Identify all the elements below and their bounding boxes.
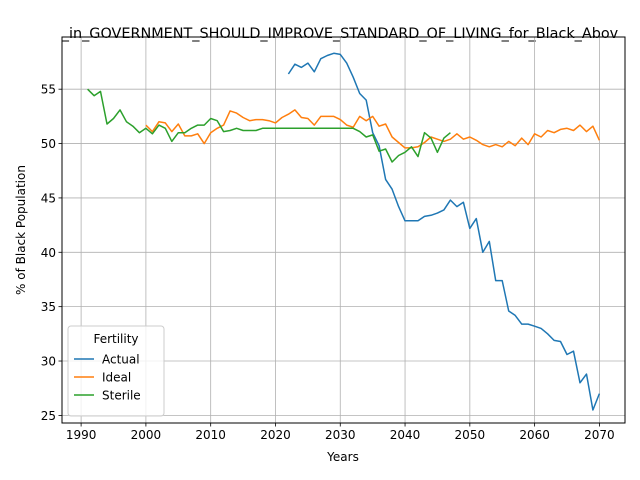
x-tick-label: 2060 bbox=[519, 428, 550, 442]
y-tick-label: 40 bbox=[41, 246, 56, 260]
x-tick-label: 2040 bbox=[390, 428, 421, 442]
legend-title: Fertility bbox=[93, 332, 138, 346]
legend-label-actual: Actual bbox=[102, 353, 140, 367]
grid-lines bbox=[62, 37, 625, 423]
series-line-ideal bbox=[145, 109, 601, 149]
x-tick-label: 2010 bbox=[195, 428, 226, 442]
x-tick-label: 2020 bbox=[260, 428, 291, 442]
legend: Fertility Actual Ideal Sterile bbox=[67, 325, 165, 417]
legend-label-ideal: Ideal bbox=[102, 371, 131, 385]
x-axis-label: Years bbox=[326, 450, 359, 464]
y-tick-label: 30 bbox=[41, 355, 56, 369]
y-axis-label: % of Black Population bbox=[14, 165, 28, 295]
y-tick-label: 55 bbox=[41, 83, 56, 97]
plot-frame bbox=[61, 36, 626, 424]
x-tick-label: 2050 bbox=[455, 428, 486, 442]
chart-title: _in_GOVERNMENT_SHOULD_IMPROVE_STANDARD_O… bbox=[61, 26, 619, 42]
legend-entries: Actual Ideal Sterile bbox=[74, 353, 141, 403]
plot-series bbox=[87, 52, 601, 411]
x-axis-ticks: 1990 2000 2010 2020 2030 2040 2050 2060 2070 bbox=[66, 423, 615, 442]
y-tick-label: 35 bbox=[41, 300, 56, 314]
legend-box bbox=[67, 325, 165, 417]
x-tick-label: 1990 bbox=[66, 428, 97, 442]
y-tick-label: 50 bbox=[41, 137, 56, 151]
y-tick-label: 25 bbox=[41, 409, 56, 423]
series-line-sterile bbox=[87, 88, 451, 163]
y-axis-ticks: 25 30 35 40 45 50 55 bbox=[41, 83, 62, 423]
legend-label-sterile: Sterile bbox=[102, 389, 141, 403]
x-tick-label: 2070 bbox=[584, 428, 615, 442]
y-tick-label: 45 bbox=[41, 191, 56, 205]
x-tick-label: 2000 bbox=[131, 428, 162, 442]
x-tick-label: 2030 bbox=[325, 428, 356, 442]
series-line-actual bbox=[287, 52, 601, 411]
